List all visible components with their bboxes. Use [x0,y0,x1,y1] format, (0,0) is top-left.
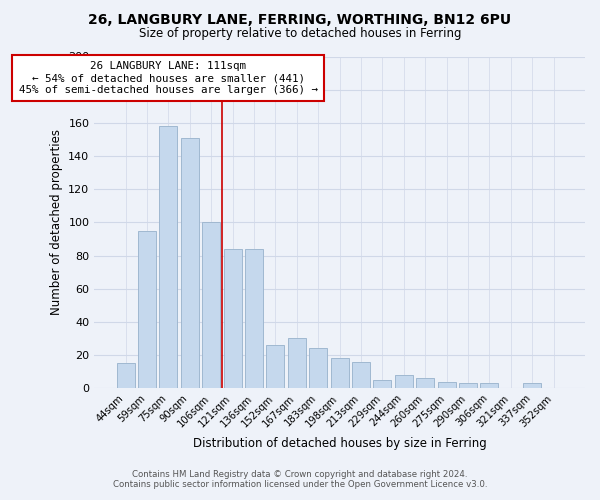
Bar [459,383,477,388]
X-axis label: Distribution of detached houses by size in Ferring: Distribution of detached houses by size … [193,437,487,450]
Bar [352,362,370,388]
Bar [288,338,306,388]
Bar [523,383,541,388]
Text: Size of property relative to detached houses in Ferring: Size of property relative to detached ho… [139,28,461,40]
Bar [160,126,178,388]
Bar [116,364,134,388]
Text: 26 LANGBURY LANE: 111sqm
← 54% of detached houses are smaller (441)
45% of semi-: 26 LANGBURY LANE: 111sqm ← 54% of detach… [19,62,318,94]
Bar [245,249,263,388]
Bar [437,382,455,388]
Bar [138,230,156,388]
Bar [395,375,413,388]
Bar [266,345,284,388]
Text: Contains HM Land Registry data © Crown copyright and database right 2024.
Contai: Contains HM Land Registry data © Crown c… [113,470,487,489]
Bar [202,222,220,388]
Bar [416,378,434,388]
Bar [224,249,242,388]
Bar [331,358,349,388]
Y-axis label: Number of detached properties: Number of detached properties [50,130,62,316]
Text: 26, LANGBURY LANE, FERRING, WORTHING, BN12 6PU: 26, LANGBURY LANE, FERRING, WORTHING, BN… [88,12,512,26]
Bar [309,348,327,388]
Bar [373,380,391,388]
Bar [181,138,199,388]
Bar [481,383,499,388]
